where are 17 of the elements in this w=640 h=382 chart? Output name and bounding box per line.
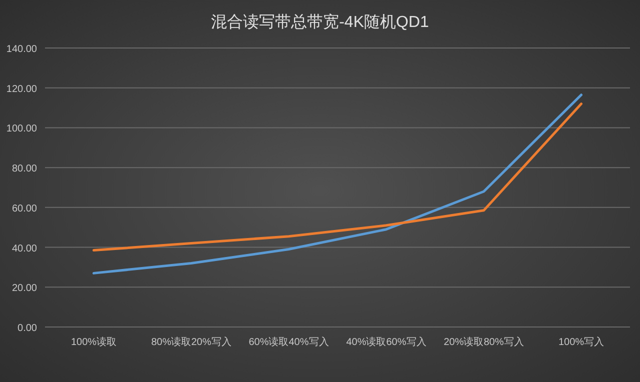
y-tick-label: 20.00 — [12, 283, 38, 294]
x-tick-label: 20%读取80%写入 — [444, 336, 524, 348]
y-tick-label: 100.00 — [6, 124, 38, 135]
x-tick-label: 40%读取60%写入 — [346, 336, 426, 348]
y-tick-label: 120.00 — [6, 84, 38, 95]
chart-title: 混合读写带总带宽-4K随机QD1 — [211, 13, 429, 31]
x-tick-label: 100%读取 — [70, 336, 117, 348]
line-series — [92, 94, 582, 274]
y-tick-label: 140.00 — [6, 44, 38, 55]
x-tick-label: 80%读取20%写入 — [151, 336, 232, 348]
y-tick-label: 60.00 — [12, 203, 38, 214]
line-series — [92, 102, 582, 252]
x-tick-label: 60%读取40%写入 — [248, 336, 329, 348]
x-tick-label: 100%写入 — [558, 336, 604, 348]
y-tick-label: 40.00 — [12, 243, 38, 254]
y-tick-label: 0.00 — [18, 323, 38, 334]
y-tick-label: 80.00 — [12, 164, 38, 175]
